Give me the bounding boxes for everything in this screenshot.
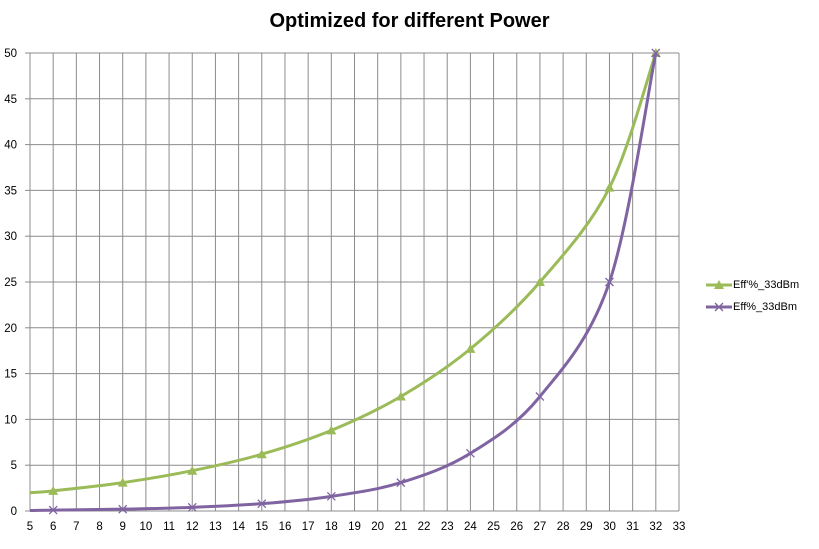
x-tick-label: 33 xyxy=(673,521,686,533)
x-tick-label: 17 xyxy=(302,521,315,533)
data-point-marker xyxy=(605,277,614,287)
data-point-marker xyxy=(118,504,128,514)
data-point-marker xyxy=(604,182,615,192)
x-tick-label: 31 xyxy=(626,521,639,533)
tick-labels: 5 6 7 8 9 10 11 12 13 14 15 16 17 18 19 20 21 22 23 24 25 26 2… xyxy=(4,48,685,533)
data-point-marker xyxy=(187,502,197,512)
x-tick-label: 21 xyxy=(394,521,407,533)
legend-label-series-2: Eff%_33dBm xyxy=(733,301,798,313)
y-tick-label: 10 xyxy=(4,414,17,426)
series xyxy=(29,48,661,515)
y-tick-label: 30 xyxy=(4,231,17,243)
x-tick-label: 13 xyxy=(209,521,222,533)
x-tick-label: 27 xyxy=(534,521,547,533)
x-tick-label: 15 xyxy=(255,521,268,533)
legend-marker xyxy=(714,302,724,312)
grid xyxy=(29,52,680,512)
data-point-marker xyxy=(48,485,59,495)
legend-label-series-1: Eff'%_33dBm xyxy=(733,279,800,291)
x-tick-label: 29 xyxy=(580,521,593,533)
y-tick-label: 25 xyxy=(4,277,17,289)
x-tick-label: 32 xyxy=(649,521,662,533)
y-tick-label: 45 xyxy=(4,94,17,106)
x-tick-label: 22 xyxy=(418,521,431,533)
x-tick-label: 5 xyxy=(27,521,33,533)
legend-marker xyxy=(714,280,724,289)
x-tick-label: 11 xyxy=(163,521,175,533)
x-tick-label: 9 xyxy=(120,521,126,533)
series-2 xyxy=(29,48,661,515)
y-tick-label: 35 xyxy=(4,185,17,197)
data-point-marker xyxy=(534,277,545,286)
y-tick-label: 5 xyxy=(11,460,17,472)
data-point-marker xyxy=(326,491,336,501)
data-point-marker xyxy=(256,449,267,459)
x-tick-label: 10 xyxy=(139,521,152,533)
x-tick-label: 7 xyxy=(73,521,79,533)
y-tick-label: 20 xyxy=(4,323,17,335)
x-tick-label: 28 xyxy=(557,521,570,533)
data-point-marker xyxy=(48,505,58,515)
x-tick-label: 26 xyxy=(510,521,523,533)
y-tick-label: 40 xyxy=(4,140,17,152)
legend-item-series-2[interactable]: Eff%_33dBm xyxy=(706,296,799,318)
data-point-marker xyxy=(535,392,545,401)
x-tick-label: 8 xyxy=(96,521,102,533)
legend: Eff'%_33dBm Eff%_33dBm xyxy=(706,274,799,318)
axes xyxy=(25,52,679,512)
y-tick-label: 15 xyxy=(4,369,17,381)
x-tick-label: 19 xyxy=(348,521,361,533)
legend-item-series-1[interactable]: Eff'%_33dBm xyxy=(706,274,799,296)
data-point-marker xyxy=(465,448,475,458)
x-tick-label: 24 xyxy=(464,521,477,533)
data-point-marker xyxy=(651,48,661,58)
x-tick-label: 6 xyxy=(50,521,56,533)
series-line xyxy=(29,52,658,495)
data-point-marker xyxy=(117,477,128,487)
x-tick-label: 12 xyxy=(186,521,199,533)
data-point-marker xyxy=(187,465,198,475)
x-tick-label: 30 xyxy=(603,521,616,533)
x-tick-label: 16 xyxy=(279,521,292,533)
data-point-marker xyxy=(465,343,476,353)
x-tick-label: 14 xyxy=(232,521,245,533)
y-tick-label: 0 xyxy=(11,506,17,518)
legend-swatch-series-1 xyxy=(706,280,732,289)
y-tick-label: 50 xyxy=(4,48,17,60)
series-1 xyxy=(29,48,661,495)
x-tick-label: 25 xyxy=(487,521,500,533)
data-point-marker xyxy=(396,478,406,488)
data-point-marker xyxy=(395,391,406,401)
x-tick-label: 20 xyxy=(371,521,384,533)
data-point-marker xyxy=(257,499,267,509)
legend-swatch-series-2 xyxy=(706,302,732,312)
x-tick-label: 23 xyxy=(441,521,454,533)
chart-title: Optimized for different Power xyxy=(269,10,550,32)
data-point-marker xyxy=(326,425,337,435)
x-tick-label: 18 xyxy=(325,521,338,533)
